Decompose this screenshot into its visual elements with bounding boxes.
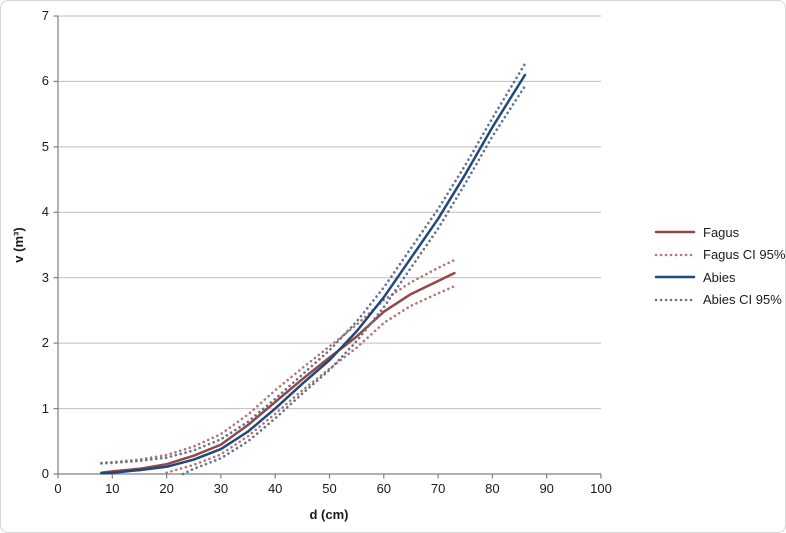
legend-line-sample bbox=[654, 231, 696, 234]
legend-label: Fagus CI 95% bbox=[703, 247, 786, 263]
legend-label: Fagus bbox=[703, 224, 740, 240]
legend: Fagus Fagus CI 95% Abies Abies CI 95% bbox=[654, 221, 785, 311]
x-tick-label-70: 70 bbox=[430, 481, 446, 496]
x-axis-title: d (cm) bbox=[309, 507, 349, 522]
series-line-fagus-ci-95- bbox=[100, 258, 456, 465]
legend-item-fagus-ci-95-: Fagus CI 95% bbox=[654, 244, 785, 267]
legend-label: Abies CI 95% bbox=[703, 292, 782, 308]
y-tick-label-4: 4 bbox=[41, 204, 49, 220]
series-line-fagus bbox=[100, 271, 456, 474]
x-tick-label-90: 90 bbox=[539, 481, 554, 496]
y-tick-label-3: 3 bbox=[41, 269, 49, 285]
x-tick-label-80: 80 bbox=[485, 481, 500, 496]
y-tick-label-6: 6 bbox=[41, 73, 49, 89]
series-line-fagus-ci-95- bbox=[165, 284, 456, 474]
legend-item-abies-ci-95-: Abies CI 95% bbox=[654, 289, 785, 312]
series-line-abies-ci-95- bbox=[100, 62, 527, 465]
series-line-abies-ci-95- bbox=[181, 84, 527, 476]
legend-label: Abies bbox=[703, 269, 736, 285]
legend-line-sample bbox=[654, 298, 696, 301]
legend-item-abies: Abies bbox=[654, 266, 785, 289]
y-axis-title: v (m³) bbox=[11, 227, 26, 263]
x-tick-label-60: 60 bbox=[376, 481, 392, 496]
series-line-abies bbox=[100, 73, 527, 475]
y-tick-label-2: 2 bbox=[41, 335, 49, 351]
x-tick-label-20: 20 bbox=[159, 481, 174, 496]
x-tick-label-30: 30 bbox=[213, 481, 229, 496]
legend-line-sample bbox=[654, 253, 696, 256]
x-tick-label-100: 100 bbox=[590, 481, 612, 496]
legend-line-sample bbox=[654, 276, 696, 279]
y-tick-label-1: 1 bbox=[41, 400, 49, 416]
y-tick-label-0: 0 bbox=[41, 466, 49, 481]
legend-item-fagus: Fagus bbox=[654, 221, 785, 244]
x-tick-label-0: 0 bbox=[54, 481, 62, 496]
x-tick-label-50: 50 bbox=[322, 481, 337, 496]
x-tick-label-40: 40 bbox=[267, 481, 283, 496]
y-tick-label-5: 5 bbox=[41, 138, 49, 154]
x-tick-label-10: 10 bbox=[105, 481, 120, 496]
y-tick-label-7: 7 bbox=[41, 8, 49, 23]
